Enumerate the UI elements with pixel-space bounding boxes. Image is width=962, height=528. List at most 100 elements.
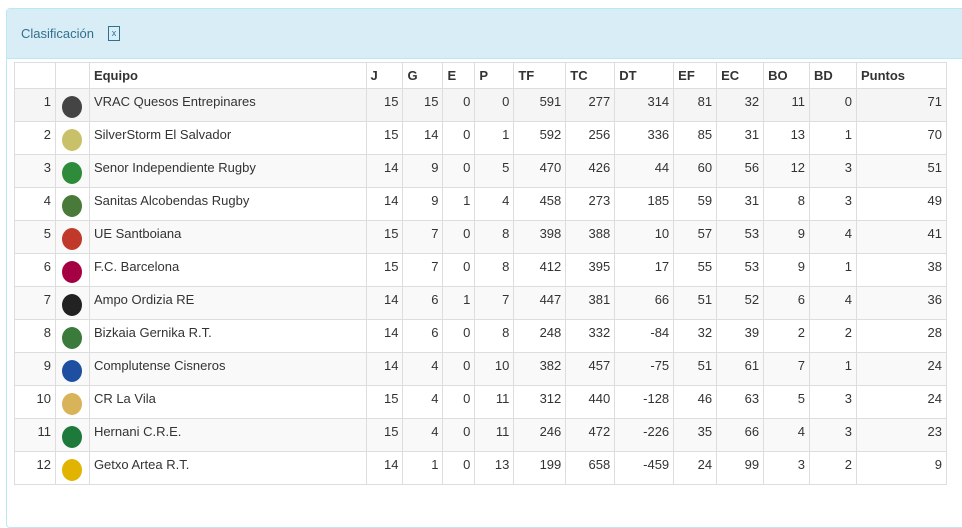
team-name: Complutense Cisneros <box>88 352 367 386</box>
column-header: P <box>474 62 515 89</box>
team-logo-cell <box>54 88 90 122</box>
stat-tf: 458 <box>513 187 567 221</box>
stat-j: 14 <box>365 187 404 221</box>
stat-tf: 246 <box>513 418 567 452</box>
panel-title: Clasificación <box>21 26 94 41</box>
stat-puntos: 71 <box>855 88 948 122</box>
table-row: 3 Senor Independiente Rugby 14 9 0 5 470 426 44 6… <box>14 154 948 188</box>
stat-e: 0 <box>442 352 476 386</box>
stat-g: 7 <box>402 220 444 254</box>
stat-bo: 5 <box>763 385 811 419</box>
stat-bd: 2 <box>809 319 857 353</box>
stat-tc: 440 <box>565 385 616 419</box>
team-logo-icon <box>62 162 83 184</box>
position: 1 <box>14 88 56 122</box>
position: 3 <box>14 154 56 188</box>
stat-tc: 658 <box>565 451 616 485</box>
stat-j: 15 <box>365 385 404 419</box>
stat-ec: 31 <box>716 121 765 155</box>
stat-ec: 32 <box>716 88 765 122</box>
team-logo-cell <box>54 385 90 419</box>
team-logo-cell <box>54 253 90 287</box>
stat-tf: 412 <box>513 253 567 287</box>
team-name: Bizkaia Gernika R.T. <box>88 319 367 353</box>
stat-p: 4 <box>474 187 515 221</box>
column-header: BO <box>763 62 811 89</box>
team-logo-icon <box>62 261 83 283</box>
column-header: G <box>402 62 444 89</box>
stat-bd: 4 <box>809 220 857 254</box>
team-name: Senor Independiente Rugby <box>88 154 367 188</box>
stat-g: 1 <box>402 451 444 485</box>
stat-bo: 7 <box>763 352 811 386</box>
stat-dt: 314 <box>614 88 675 122</box>
position: 7 <box>14 286 56 320</box>
stat-tf: 470 <box>513 154 567 188</box>
stat-p: 7 <box>474 286 515 320</box>
stat-e: 1 <box>442 187 476 221</box>
stat-bo: 12 <box>763 154 811 188</box>
stat-e: 0 <box>442 319 476 353</box>
stat-e: 0 <box>442 154 476 188</box>
stat-j: 15 <box>365 220 404 254</box>
stat-g: 9 <box>402 154 444 188</box>
position: 12 <box>14 451 56 485</box>
table-row: 1 VRAC Quesos Entrepinares 15 15 0 0 591 277 314… <box>14 88 948 122</box>
excel-export-icon[interactable]: x <box>107 26 120 41</box>
stat-bd: 0 <box>809 88 857 122</box>
column-header: EC <box>716 62 765 89</box>
stat-bo: 13 <box>763 121 811 155</box>
team-logo-icon <box>62 327 83 349</box>
stat-dt: 336 <box>614 121 675 155</box>
stat-j: 14 <box>365 451 404 485</box>
stat-tc: 273 <box>565 187 616 221</box>
stat-j: 15 <box>365 418 404 452</box>
team-logo-icon <box>62 96 83 118</box>
column-header <box>54 62 90 89</box>
stat-ef: 32 <box>673 319 718 353</box>
stat-ec: 61 <box>716 352 765 386</box>
stat-bo: 4 <box>763 418 811 452</box>
stat-ef: 51 <box>673 352 718 386</box>
stat-j: 15 <box>365 88 404 122</box>
column-header: E <box>442 62 476 89</box>
stat-p: 11 <box>474 418 515 452</box>
team-logo-cell <box>54 319 90 353</box>
team-name: UE Santboiana <box>88 220 367 254</box>
team-logo-cell <box>54 286 90 320</box>
position: 9 <box>14 352 56 386</box>
stat-dt: -226 <box>614 418 675 452</box>
standings-table: Equipo J G E P TF TC DT EF EC BO BD Puntos 1 VRAC Que… <box>14 62 948 485</box>
stat-g: 9 <box>402 187 444 221</box>
stat-tc: 472 <box>565 418 616 452</box>
stat-p: 8 <box>474 220 515 254</box>
table-row: 10 CR La Vila 15 4 0 11 312 440 -128 46 63 5 3 24 <box>14 385 948 419</box>
stat-dt: -128 <box>614 385 675 419</box>
stat-bo: 9 <box>763 253 811 287</box>
stat-puntos: 70 <box>855 121 948 155</box>
stat-tf: 199 <box>513 451 567 485</box>
stat-tc: 395 <box>565 253 616 287</box>
stat-g: 4 <box>402 352 444 386</box>
stat-bo: 9 <box>763 220 811 254</box>
team-logo-icon <box>62 426 83 448</box>
team-logo-icon <box>62 294 83 316</box>
column-header: Equipo <box>88 62 367 89</box>
column-header: J <box>365 62 404 89</box>
stat-ec: 56 <box>716 154 765 188</box>
stat-bd: 2 <box>809 451 857 485</box>
stat-bd: 1 <box>809 121 857 155</box>
stat-ec: 31 <box>716 187 765 221</box>
team-logo-icon <box>62 360 83 382</box>
stat-ec: 66 <box>716 418 765 452</box>
stat-bd: 1 <box>809 253 857 287</box>
stat-p: 13 <box>474 451 515 485</box>
stat-dt: 66 <box>614 286 675 320</box>
table-row: 4 Sanitas Alcobendas Rugby 14 9 1 4 458 273 185 5… <box>14 187 948 221</box>
column-header: Puntos <box>855 62 948 89</box>
stat-e: 0 <box>442 451 476 485</box>
stat-p: 8 <box>474 319 515 353</box>
stat-bd: 1 <box>809 352 857 386</box>
stat-dt: -459 <box>614 451 675 485</box>
stat-puntos: 41 <box>855 220 948 254</box>
